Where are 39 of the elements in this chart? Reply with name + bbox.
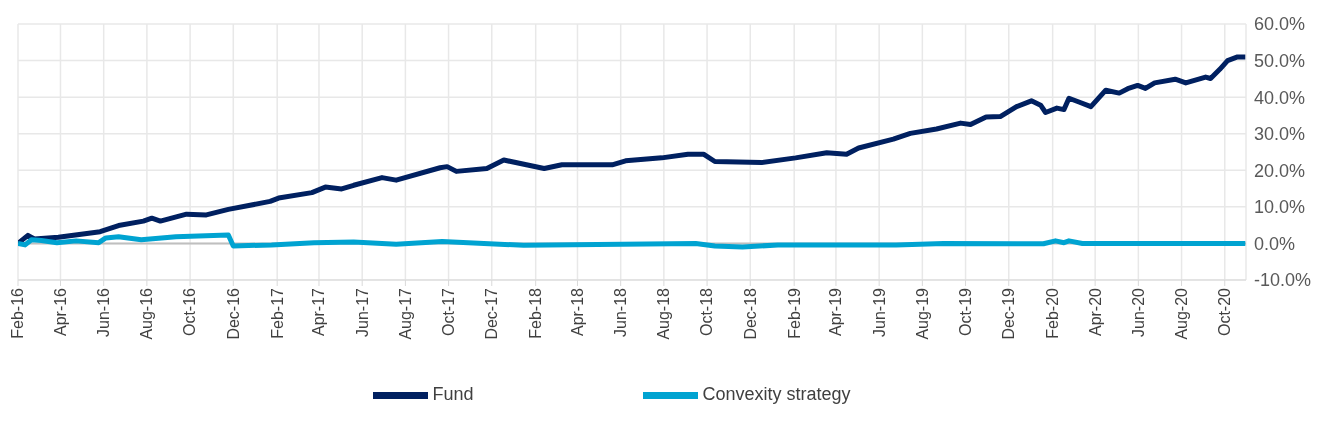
x-tick-label: Oct-18 [698, 287, 716, 337]
x-tick-label: Aug-18 [655, 287, 673, 340]
x-tick-label: Dec-18 [741, 287, 759, 340]
y-tick-label: 30.0% [1254, 124, 1306, 145]
y-tick-label: 20.0% [1254, 160, 1306, 181]
x-tick-label: Aug-17 [396, 287, 414, 340]
x-tick-label: Apr-17 [310, 287, 328, 337]
y-tick-label: -10.0% [1254, 270, 1312, 291]
x-tick-label: Feb-16 [9, 287, 27, 339]
x-tick-label: Apr-18 [568, 287, 586, 337]
y-tick-label: 50.0% [1254, 50, 1306, 71]
y-tick-label: 40.0% [1254, 87, 1306, 108]
x-tick-label: Dec-16 [224, 287, 242, 340]
x-tick-label: Feb-19 [785, 287, 803, 339]
x-tick-label: Jun-19 [870, 287, 888, 337]
x-tick-label: Feb-18 [527, 287, 545, 339]
x-tick-label: Apr-16 [51, 287, 69, 337]
x-tick-label: Jun-17 [353, 287, 371, 337]
legend-label: Fund [432, 384, 474, 405]
y-tick-label: 60.0% [1254, 14, 1306, 35]
x-tick-label: Jun-18 [612, 287, 630, 337]
y-tick-label: 10.0% [1254, 197, 1306, 218]
x-tick-label: Oct-17 [439, 287, 457, 337]
x-tick-label: Aug-19 [913, 287, 931, 340]
legend-label: Convexity strategy [702, 384, 851, 405]
x-tick-label: Dec-17 [483, 287, 501, 340]
x-tick-label: Aug-20 [1172, 287, 1190, 340]
x-tick-label: Oct-16 [181, 287, 199, 337]
x-tick-label: Oct-20 [1216, 287, 1234, 337]
x-tick-label: Apr-20 [1086, 287, 1104, 337]
x-tick-label: Feb-20 [1044, 287, 1062, 339]
x-tick-label: Oct-19 [956, 287, 974, 337]
x-tick-label: Jun-20 [1129, 287, 1147, 337]
x-tick-label: Jun-16 [95, 287, 113, 337]
x-tick-label: Apr-19 [827, 287, 845, 337]
x-tick-label: Feb-17 [268, 287, 286, 339]
y-tick-label: 0.0% [1254, 233, 1296, 254]
x-tick-label: Dec-19 [1000, 287, 1018, 340]
x-tick-label: Aug-16 [138, 287, 156, 340]
